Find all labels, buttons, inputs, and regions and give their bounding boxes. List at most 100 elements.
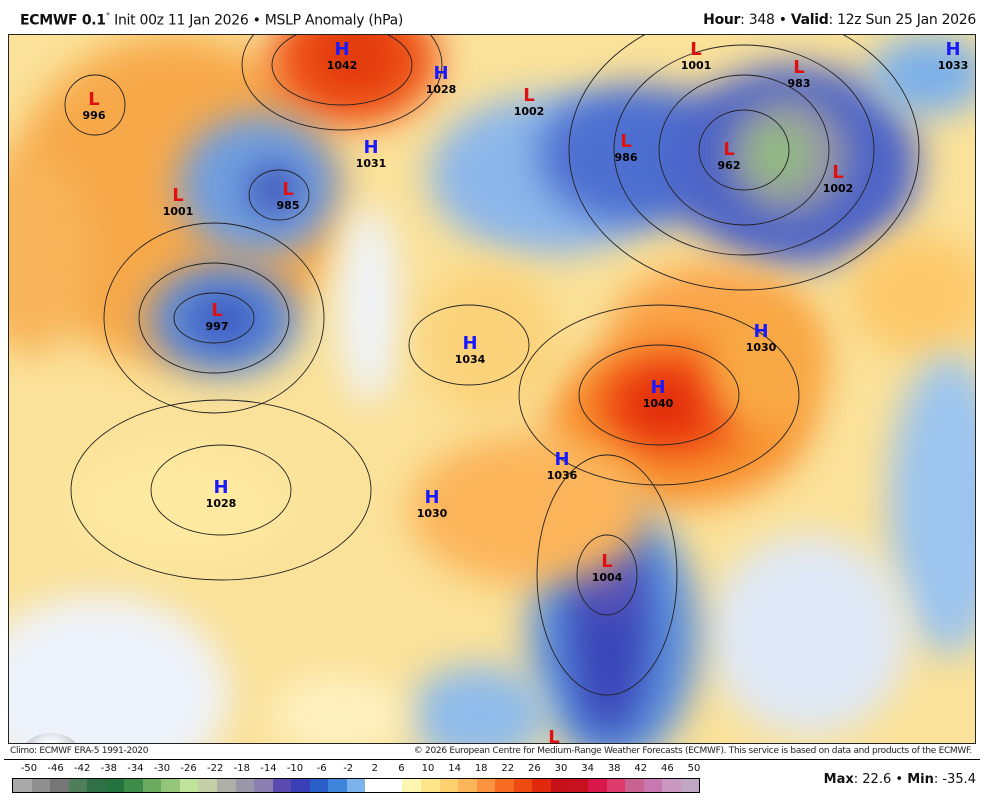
isobar: [408, 304, 530, 386]
system-pressure: 983: [787, 77, 811, 90]
low-pressure-center: L 1002: [509, 85, 549, 118]
colorbar-bin: [643, 779, 663, 792]
low-pressure-center: L 986: [606, 131, 646, 164]
system-letter: L: [282, 179, 294, 200]
max-value: 22.6: [862, 772, 892, 787]
system-pressure: 1001: [162, 205, 194, 218]
colorbar-bin: [476, 779, 496, 792]
anomaly-shade: [69, 445, 289, 565]
colorbar-bin: [309, 779, 329, 792]
colorbar-tick-label: 10: [421, 763, 435, 774]
system-letter: L: [88, 89, 100, 110]
system-letter: H: [363, 137, 379, 158]
isobar: [173, 292, 255, 344]
colorbar-bin: [124, 779, 143, 792]
isobar: [138, 262, 290, 374]
isobar: [578, 344, 740, 446]
anomaly-shade: [629, 380, 699, 430]
system-pressure: 996: [82, 109, 106, 122]
system-pressure: 1031: [355, 157, 387, 170]
colorbar-bin: [458, 779, 477, 792]
low-pressure-center: L 1001: [158, 187, 198, 218]
low-pressure-center: L 1002: [818, 164, 858, 195]
colorbar-bin: [587, 779, 607, 792]
high-pressure-center: H 1028: [201, 477, 241, 510]
system-letter: H: [462, 333, 478, 354]
colorbar-bin: [50, 779, 69, 792]
isobar: [536, 454, 678, 696]
colorbar-bin: [291, 779, 310, 792]
valid-info: Hour: 348 • Valid: 12z Sun 25 Jan 2026: [703, 12, 976, 28]
system-letter: H: [213, 477, 229, 498]
anomaly-shade: [249, 165, 299, 215]
colorbar-tick-label: -6: [316, 763, 327, 774]
system-pressure: 1033: [937, 59, 969, 72]
anomaly-shade: [419, 265, 559, 415]
colorbar-bin: [606, 779, 626, 792]
system-pressure: 1004: [591, 571, 623, 584]
isobar: [518, 304, 800, 486]
colorbar-tick-label: -26: [180, 763, 197, 774]
colorbar-bin: [662, 779, 681, 792]
copyright-note: © 2026 European Centre for Medium-Range …: [413, 746, 973, 756]
system-letter: H: [334, 39, 350, 60]
colorbar-bin: [328, 779, 347, 792]
colorbar-bin: [365, 779, 384, 792]
climo-note: Climo: ECMWF ERA-5 1991-2020: [10, 746, 149, 756]
hour-label: Hour: [703, 12, 741, 28]
low-pressure-center: L 985: [268, 179, 308, 212]
colorbar-bin: [217, 779, 236, 792]
product-name: MSLP Anomaly (hPa): [264, 12, 404, 29]
isobar: [248, 169, 310, 221]
init-time: Init 00z 11 Jan 2026: [114, 12, 249, 29]
anomaly-shade: [189, 295, 259, 345]
colorbar-tick-label: -46: [47, 763, 64, 774]
hour-value: 348: [748, 12, 775, 28]
system-pressure: 1030: [416, 507, 448, 520]
system-letter: L: [793, 57, 805, 78]
colorbar-tick-label: -18: [233, 763, 250, 774]
divider: [4, 759, 980, 760]
system-letter: H: [433, 63, 449, 84]
colorbar-bin: [346, 779, 366, 792]
separator: •: [778, 12, 787, 28]
colorbar-bin: [13, 779, 32, 792]
colorbar-tick-label: 50: [687, 763, 701, 774]
high-pressure-center: H 1040: [638, 379, 678, 410]
high-pressure-center: H 1042: [322, 39, 362, 72]
colorbar-bin: [513, 779, 533, 792]
isobar: [576, 534, 638, 616]
mslp-anomaly-map: H 1042 H 1028 L 1001 L 983 H 1033 L 996 L 1002 L 986 L 96…: [8, 34, 976, 744]
system-letter: L: [601, 551, 613, 572]
title: ECMWF 0.1° Init 00z 11 Jan 2026 • MSLP A…: [20, 12, 403, 29]
colorbar-tick-label: 30: [554, 763, 568, 774]
system-letter: L: [523, 85, 535, 106]
isobar: [70, 399, 372, 581]
system-pressure: 1001: [680, 59, 712, 72]
colorbar-tick-label: -50: [20, 763, 38, 774]
colorbar-bin: [532, 779, 551, 792]
colorbar-tick-label: 14: [448, 763, 461, 774]
colorbar-tick-label: 38: [607, 763, 621, 774]
isobar: [64, 74, 126, 136]
isobar-contours: [64, 35, 920, 696]
colorbar-bin: [272, 779, 292, 792]
min-value: -35.4: [942, 772, 976, 787]
low-pressure-center: L 997: [197, 302, 237, 333]
valid-label: Valid: [790, 12, 829, 28]
colorbar-tick-label: -22: [207, 763, 224, 774]
anomaly-shade: [709, 295, 829, 435]
system-pressure: 1034: [454, 353, 486, 366]
colorbar-tick-label: -34: [127, 763, 144, 774]
separator: •: [895, 772, 904, 787]
system-letter: L: [690, 39, 702, 60]
system-pressure: 985: [276, 199, 300, 212]
system-letter: L: [723, 139, 735, 160]
anomaly-shade: [869, 35, 975, 115]
high-pressure-center: H 1030: [741, 323, 781, 354]
low-pressure-center: L 1001: [676, 39, 716, 72]
system-pressure: 1028: [425, 83, 457, 96]
colorbar-tick-label: 26: [528, 763, 541, 774]
system-letter: L: [620, 131, 632, 152]
high-pressure-center: H 1028: [421, 63, 461, 96]
